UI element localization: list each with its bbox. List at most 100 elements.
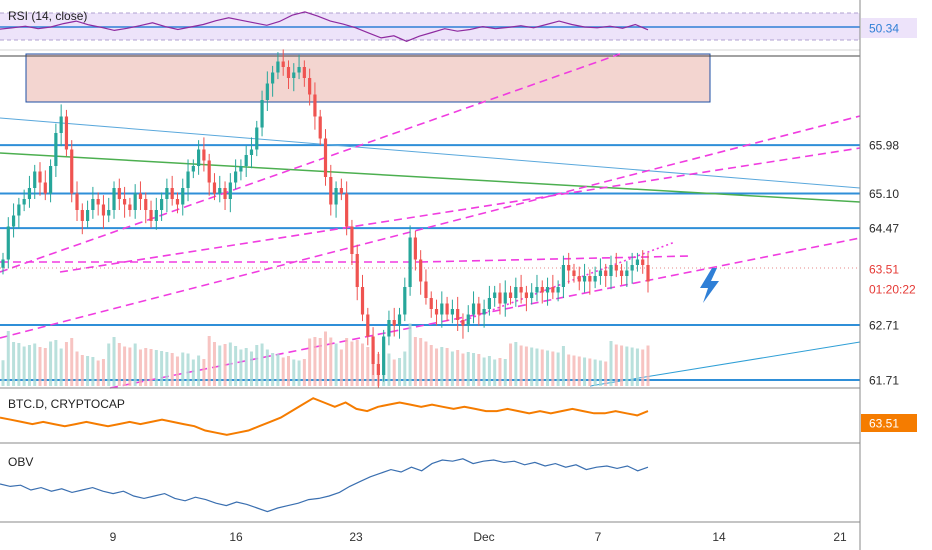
volume-bar xyxy=(75,351,79,386)
volume-bar xyxy=(635,348,639,386)
volume-bar xyxy=(54,340,58,386)
volume-bar xyxy=(64,342,68,386)
volume-bar xyxy=(630,347,634,386)
volume-bar xyxy=(260,343,264,386)
btcd-line-path xyxy=(0,397,649,436)
candle-body xyxy=(487,298,491,309)
volume-bar xyxy=(265,349,269,386)
candle-body xyxy=(281,61,285,67)
volume-bar xyxy=(165,352,169,386)
volume-bar xyxy=(286,356,290,386)
candle-body xyxy=(170,188,174,199)
price-level-tag-text: 65.10 xyxy=(869,187,899,201)
candle-body xyxy=(207,160,211,183)
candle-body xyxy=(133,193,137,210)
price-level-tag-box xyxy=(861,219,917,238)
price-level-tag: 62.71 xyxy=(861,315,917,334)
volume-bar xyxy=(440,347,444,386)
volume-bar xyxy=(546,350,550,386)
btc-dominance-value-tag-text: 63.51 xyxy=(869,417,899,431)
candlesticks xyxy=(1,49,650,389)
candle-body xyxy=(107,210,111,216)
countdown-tag-box xyxy=(861,280,917,298)
candle-body xyxy=(202,149,206,161)
candle-body xyxy=(482,309,486,315)
time-axis[interactable]: 9 16 23 Dec 7 14 21 xyxy=(110,530,847,544)
candle-body xyxy=(96,199,100,205)
rsi-value-tag-text: 50.34 xyxy=(869,22,899,36)
price-level-tag: 65.10 xyxy=(861,184,917,203)
time-tick-label: 23 xyxy=(349,530,363,544)
candle-body xyxy=(471,303,476,315)
price-level-tag-text: 61.71 xyxy=(869,373,899,387)
volume-bar xyxy=(292,359,296,386)
volume-bar xyxy=(345,338,349,386)
volume-bar xyxy=(456,350,460,386)
candle-body xyxy=(265,83,269,100)
price-scale[interactable]: 50.34 65.98 65.10 64.47 62.71 61.71 63.51 01:20… xyxy=(861,18,917,432)
volume-bar xyxy=(6,331,10,386)
candle-body xyxy=(91,199,95,210)
volume-bar xyxy=(620,345,624,386)
volume-bar xyxy=(96,360,100,386)
candle-body xyxy=(286,67,291,78)
volume-bar xyxy=(318,338,322,386)
candle-body xyxy=(48,166,53,194)
volume-bar xyxy=(17,343,21,386)
volume-bar xyxy=(466,352,470,386)
candle-body xyxy=(292,72,296,78)
volume-bar xyxy=(350,341,354,386)
candle-body xyxy=(609,265,613,276)
candle-body xyxy=(577,276,581,282)
candle-body xyxy=(271,72,275,84)
volume-bar xyxy=(472,353,476,386)
candle-body xyxy=(165,188,169,199)
channel-line-2 xyxy=(0,115,861,339)
candle-body xyxy=(561,265,566,287)
volume-bar xyxy=(646,345,650,386)
volume-bar xyxy=(482,357,486,386)
candle-body xyxy=(593,276,597,282)
candle-body xyxy=(197,149,201,166)
price-level-tag: 64.47 xyxy=(861,219,917,238)
volume-bar xyxy=(223,344,227,386)
candle-body xyxy=(27,188,32,199)
candle-body xyxy=(249,149,254,155)
volume-bar xyxy=(70,338,74,386)
candle-body xyxy=(313,94,317,117)
blue-ascending-trendline xyxy=(589,341,861,387)
price-level-tag-box xyxy=(861,370,917,389)
volume-bar xyxy=(117,343,121,386)
volume-bar xyxy=(493,359,497,386)
volume-bar xyxy=(461,353,465,386)
candle-body xyxy=(276,61,280,73)
candle-body xyxy=(323,138,328,177)
time-tick-label: 7 xyxy=(595,530,602,544)
candle-body xyxy=(524,292,529,298)
candle-body xyxy=(59,116,63,133)
volume-bar xyxy=(27,345,31,386)
volume-bar xyxy=(107,343,111,386)
time-tick-label: Dec xyxy=(473,530,494,544)
candle-body xyxy=(461,320,465,326)
price-pane xyxy=(0,49,861,389)
current-price-tag-box xyxy=(861,260,917,278)
countdown-tag: 01:20:22 xyxy=(861,280,917,298)
candle-body xyxy=(297,67,301,73)
candle-body xyxy=(545,287,550,293)
candle-body xyxy=(191,166,195,172)
candle-body xyxy=(138,193,143,199)
obv-series xyxy=(0,458,649,513)
volume-bar xyxy=(80,355,84,386)
volume-bar xyxy=(641,349,645,386)
volume-bar xyxy=(112,337,116,386)
volume-bar xyxy=(313,337,317,386)
candle-body xyxy=(149,210,153,221)
candle-body xyxy=(625,270,629,276)
volume-bar xyxy=(334,343,338,386)
rsi-pane: RSI (14, close) xyxy=(0,9,860,42)
volume-bar xyxy=(577,356,581,386)
candle-body xyxy=(181,188,185,205)
volume-bar xyxy=(614,344,618,386)
